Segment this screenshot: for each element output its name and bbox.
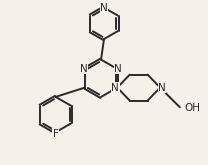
- Text: N: N: [100, 3, 108, 13]
- Text: F: F: [53, 129, 59, 139]
- Text: N: N: [80, 64, 88, 74]
- Text: OH: OH: [185, 103, 201, 113]
- Text: N: N: [111, 83, 119, 93]
- Text: N: N: [114, 64, 122, 74]
- Text: N: N: [158, 83, 166, 93]
